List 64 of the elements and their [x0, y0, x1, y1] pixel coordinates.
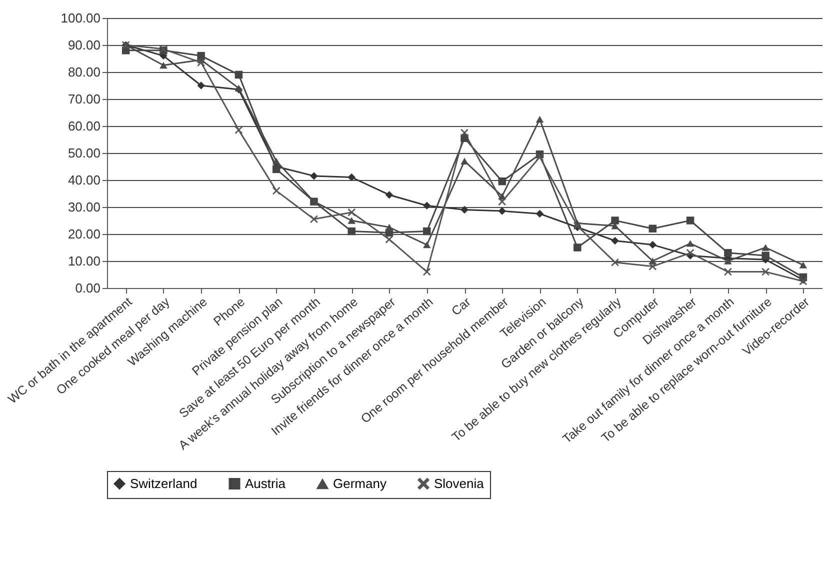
point — [686, 249, 694, 257]
point — [648, 224, 657, 232]
point — [348, 217, 356, 224]
point — [799, 262, 808, 268]
point — [385, 190, 394, 199]
point — [310, 172, 318, 180]
point — [536, 153, 544, 161]
point — [686, 240, 694, 247]
point — [348, 227, 356, 236]
point — [762, 268, 770, 276]
point — [460, 158, 468, 164]
point — [160, 62, 168, 69]
point — [460, 128, 468, 137]
y-tick-label: 80.00 — [68, 64, 100, 80]
point — [611, 222, 619, 230]
legend-label: Germany — [333, 476, 387, 492]
y-tick-label: 50.00 — [68, 146, 100, 160]
point — [197, 82, 205, 90]
point — [536, 116, 544, 123]
point — [234, 70, 243, 79]
point — [422, 202, 431, 210]
y-tick-label: 30.00 — [68, 200, 100, 214]
point — [272, 158, 280, 164]
point — [234, 126, 243, 134]
point — [724, 258, 732, 264]
point — [574, 244, 582, 252]
point — [724, 249, 732, 257]
point — [611, 236, 619, 245]
point — [686, 216, 694, 224]
point — [385, 236, 394, 244]
point — [536, 210, 544, 218]
point — [422, 227, 431, 236]
point — [348, 208, 356, 216]
point — [310, 215, 318, 224]
point — [385, 224, 394, 231]
legend-label: Switzerland — [130, 476, 198, 491]
point — [422, 268, 431, 276]
y-tick-label: 60.00 — [68, 118, 100, 134]
point — [272, 186, 280, 195]
point — [498, 207, 506, 215]
y-tick-label: 10.00 — [68, 254, 100, 268]
point — [272, 165, 280, 174]
point — [348, 173, 356, 182]
y-tick-label: 0.00 — [75, 280, 100, 296]
y-tick-label: 20.00 — [68, 226, 100, 242]
legend-label: Slovenia — [434, 476, 485, 491]
point — [648, 262, 657, 270]
point — [460, 206, 468, 214]
point — [498, 198, 506, 206]
point — [724, 268, 732, 276]
point — [422, 241, 431, 248]
point — [611, 258, 619, 266]
point — [762, 244, 770, 251]
point — [498, 177, 506, 186]
legend-label: Austria — [245, 476, 286, 491]
point — [648, 240, 657, 249]
x-tick-label: Car — [448, 294, 474, 318]
point — [611, 216, 619, 224]
y-tick-label: 40.00 — [68, 172, 100, 188]
y-tick-label: 90.00 — [68, 38, 100, 52]
point — [197, 58, 205, 66]
point — [762, 252, 770, 260]
y-tick-label: 100.00 — [60, 10, 100, 26]
y-tick-label: 70.00 — [68, 92, 100, 106]
